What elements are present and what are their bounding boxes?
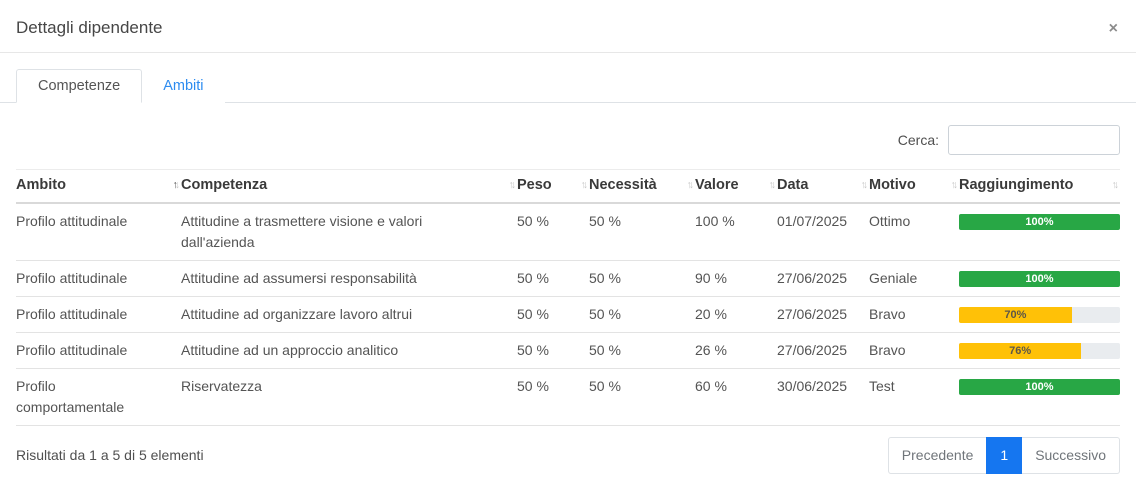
progress-fill: 76%: [959, 343, 1082, 359]
cell-ambito: Profilo comportamentale: [16, 368, 181, 426]
cell-valore: 60 %: [695, 368, 777, 426]
close-icon[interactable]: ×: [1108, 20, 1118, 37]
cell-data: 01/07/2025: [777, 203, 869, 261]
cell-peso: 50 %: [517, 260, 589, 297]
search-label: Cerca:: [897, 132, 939, 148]
sort-icon: ↑↓: [860, 178, 869, 191]
cell-peso: 50 %: [517, 296, 589, 333]
progress-fill: 100%: [959, 271, 1120, 287]
column-label: Data: [777, 177, 809, 193]
column-header-raggiungimento[interactable]: Raggiungimento ↑↓: [959, 169, 1120, 204]
progress-bar: 100%: [959, 379, 1120, 395]
employee-details-modal: Dettagli dipendente × Competenze Ambiti …: [0, 0, 1136, 474]
cell-motivo: Geniale: [869, 260, 959, 297]
cell-raggiungimento: 70%: [959, 296, 1120, 333]
sort-icon: ↑↓: [580, 178, 589, 191]
column-label: Ambito: [16, 177, 66, 193]
cell-competenza: Riservatezza: [181, 368, 517, 426]
results-info: Risultati da 1 a 5 di 5 elementi: [16, 447, 204, 464]
column-header-peso[interactable]: Peso ↑↓: [517, 169, 589, 204]
cell-necessita: 50 %: [589, 368, 695, 426]
pagination-previous-button[interactable]: Precedente: [887, 437, 987, 474]
progress-fill: 100%: [959, 379, 1120, 395]
sort-icon: ↑↓: [950, 178, 959, 191]
sort-icon: ↑↓: [172, 178, 181, 191]
column-label: Necessità: [589, 177, 657, 193]
cell-ambito: Profilo attitudinale: [16, 332, 181, 369]
cell-peso: 50 %: [517, 368, 589, 426]
cell-motivo: Bravo: [869, 332, 959, 369]
cell-peso: 50 %: [517, 203, 589, 261]
column-label: Valore: [695, 177, 739, 193]
column-header-motivo[interactable]: Motivo ↑↓: [869, 169, 959, 204]
progress-fill: 100%: [959, 214, 1120, 230]
cell-raggiungimento: 76%: [959, 332, 1120, 369]
sort-icon: ↑↓: [508, 178, 517, 191]
progress-bar: 100%: [959, 271, 1120, 287]
column-label: Motivo: [869, 177, 916, 193]
table-footer: Risultati da 1 a 5 di 5 elementi Precede…: [0, 426, 1136, 474]
cell-raggiungimento: 100%: [959, 260, 1120, 297]
sort-icon: ↑↓: [1111, 178, 1120, 191]
cell-ambito: Profilo attitudinale: [16, 296, 181, 333]
cell-data: 27/06/2025: [777, 332, 869, 369]
cell-necessita: 50 %: [589, 296, 695, 333]
column-header-competenza[interactable]: Competenza ↑↓: [181, 169, 517, 204]
cell-motivo: Test: [869, 368, 959, 426]
cell-competenza: Attitudine a trasmettere visione e valor…: [181, 203, 517, 261]
pagination-page-1-button[interactable]: 1: [986, 437, 1023, 474]
tab-bar: Competenze Ambiti: [0, 53, 1136, 103]
modal-title: Dettagli dipendente: [16, 18, 163, 37]
table-row: Profilo attitudinale Attitudine ad un app…: [16, 332, 1120, 369]
cell-valore: 20 %: [695, 296, 777, 333]
column-header-ambito[interactable]: Ambito ↑↓: [16, 169, 181, 204]
column-label: Competenza: [181, 177, 268, 193]
table-row: Profilo comportamentale Riservatezza 50 % 5…: [16, 368, 1120, 426]
cell-competenza: Attitudine ad organizzare lavoro altrui: [181, 296, 517, 333]
cell-ambito: Profilo attitudinale: [16, 203, 181, 261]
cell-valore: 100 %: [695, 203, 777, 261]
table-header-row: Ambito ↑↓ Competenza ↑↓ Peso ↑↓ Necessità ↑↓ Val…: [16, 169, 1120, 204]
pagination-next-button[interactable]: Successivo: [1022, 437, 1120, 474]
cell-necessita: 50 %: [589, 332, 695, 369]
cell-motivo: Bravo: [869, 296, 959, 333]
cell-necessita: 50 %: [589, 203, 695, 261]
cell-raggiungimento: 100%: [959, 203, 1120, 261]
search-input[interactable]: [948, 125, 1120, 155]
cell-ambito: Profilo attitudinale: [16, 260, 181, 297]
column-header-necessita[interactable]: Necessità ↑↓: [589, 169, 695, 204]
progress-bar: 70%: [959, 307, 1120, 323]
cell-data: 27/06/2025: [777, 296, 869, 333]
table-row: Profilo attitudinale Attitudine ad assume…: [16, 260, 1120, 297]
progress-bar: 100%: [959, 214, 1120, 230]
search-row: Cerca:: [0, 103, 1136, 167]
progress-fill: 70%: [959, 307, 1072, 323]
cell-data: 30/06/2025: [777, 368, 869, 426]
table-row: Profilo attitudinale Attitudine a trasmet…: [16, 203, 1120, 261]
competencies-table: Ambito ↑↓ Competenza ↑↓ Peso ↑↓ Necessità ↑↓ Val…: [16, 169, 1120, 426]
sort-icon: ↑↓: [686, 178, 695, 191]
column-header-data[interactable]: Data ↑↓: [777, 169, 869, 204]
sort-icon: ↑↓: [768, 178, 777, 191]
modal-header: Dettagli dipendente ×: [0, 0, 1136, 53]
cell-data: 27/06/2025: [777, 260, 869, 297]
table-row: Profilo attitudinale Attitudine ad organi…: [16, 296, 1120, 333]
tab-ambiti[interactable]: Ambiti: [142, 69, 225, 103]
column-label: Raggiungimento: [959, 177, 1074, 193]
cell-competenza: Attitudine ad un approccio analitico: [181, 332, 517, 369]
column-header-valore[interactable]: Valore ↑↓: [695, 169, 777, 204]
cell-valore: 90 %: [695, 260, 777, 297]
cell-competenza: Attitudine ad assumersi responsabilità: [181, 260, 517, 297]
progress-bar: 76%: [959, 343, 1120, 359]
cell-raggiungimento: 100%: [959, 368, 1120, 426]
pagination: Precedente 1 Successivo: [887, 437, 1120, 474]
cell-valore: 26 %: [695, 332, 777, 369]
column-label: Peso: [517, 177, 552, 193]
cell-necessita: 50 %: [589, 260, 695, 297]
tab-competenze[interactable]: Competenze: [16, 69, 143, 103]
cell-peso: 50 %: [517, 332, 589, 369]
cell-motivo: Ottimo: [869, 203, 959, 261]
